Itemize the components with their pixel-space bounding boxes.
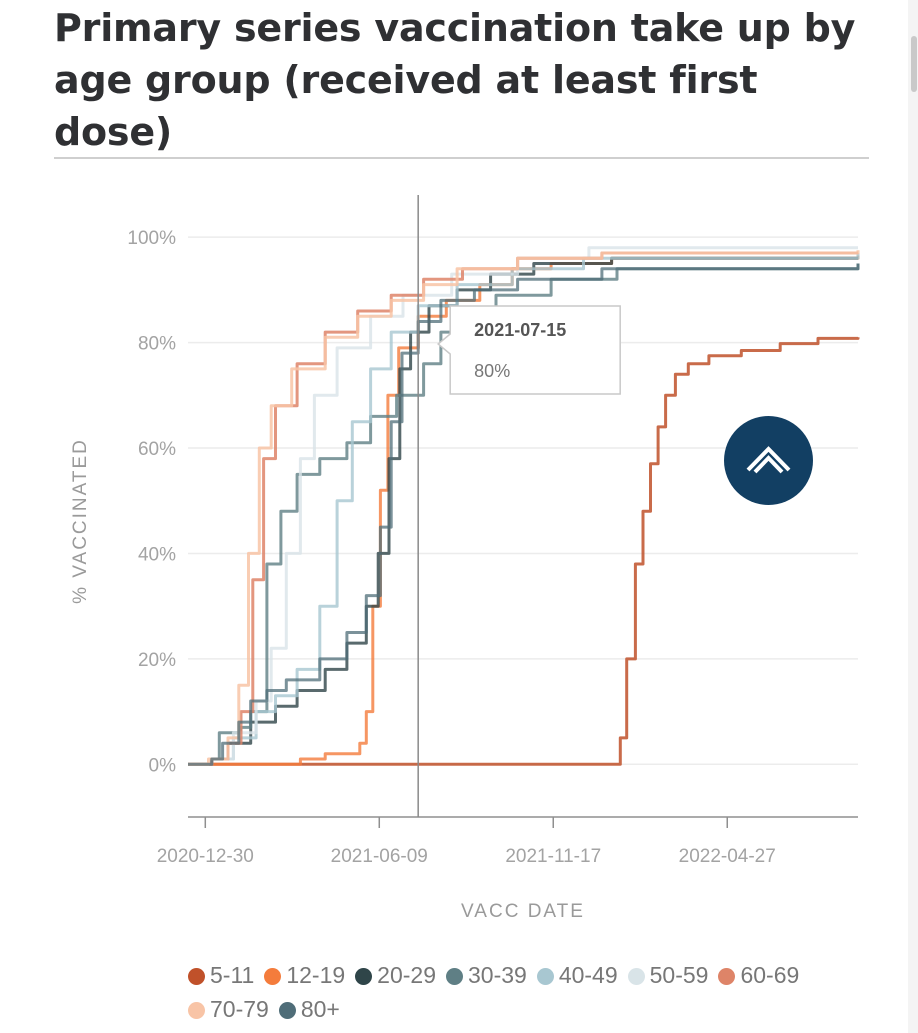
legend-swatch	[188, 968, 205, 985]
legend-label: 30-39	[467, 962, 527, 988]
legend-item-60-69[interactable]: 60-69	[718, 958, 799, 992]
x-tick-label: 2021-06-09	[331, 846, 428, 867]
y-tick-label: 60%	[138, 439, 176, 460]
y-axis-title: % VACCINATED	[70, 438, 91, 604]
legend-item-12-19[interactable]: 12-19	[264, 958, 345, 992]
legend-swatch	[627, 968, 645, 985]
y-tick-labels: 0% 20% 40% 60% 80% 100%	[127, 228, 176, 776]
title-divider	[54, 157, 869, 159]
page-title: Primary series vaccination take up by ag…	[54, 6, 856, 154]
series-line-5-11[interactable]	[188, 336, 860, 766]
x-axis-title: VACC DATE	[461, 901, 585, 922]
legend-label: 20-29	[377, 962, 436, 988]
legend-swatch	[278, 1002, 296, 1019]
scrollbar-thumb[interactable]	[911, 36, 917, 92]
series-line-50-59[interactable]	[188, 246, 858, 766]
tooltip-date: 2021-07-15	[474, 320, 566, 340]
legend-item-50-59[interactable]: 50-59	[627, 958, 709, 992]
legend-swatch	[718, 968, 736, 985]
legend-label: 40-49	[558, 962, 618, 988]
y-tick-label: 20%	[138, 650, 176, 671]
legend-item-20-29[interactable]: 20-29	[355, 958, 436, 992]
series-line-40-49[interactable]	[188, 253, 860, 766]
vaccination-line-chart: 0%20%40%60%80%100% 2020-12-30 2021-06-09 2…	[70, 195, 860, 922]
x-tick-label: 2021-11-17	[505, 846, 601, 867]
tooltip-value: 80%	[474, 361, 510, 381]
y-tick-label: 80%	[138, 334, 176, 355]
chart-legend: 5-11 12-19 20-29 30-39 40-49 50-59 60-69 70-79 8…	[188, 958, 868, 1026]
legend-label: 12-19	[286, 962, 346, 988]
legend-item-70-79[interactable]: 70-79	[188, 992, 269, 1026]
y-tick-label: 100%	[127, 228, 176, 249]
x-tick-label: 2022-04-27	[679, 846, 776, 867]
tooltip: 2021-07-15 80%	[437, 305, 621, 395]
legend-swatch	[355, 968, 373, 985]
tooltip-box	[437, 305, 621, 395]
legend-swatch	[264, 968, 282, 985]
legend-label: 80+	[300, 996, 340, 1022]
legend-item-80+[interactable]: 80+	[278, 992, 340, 1026]
legend-label: 60-69	[740, 962, 800, 988]
series-line-80+[interactable]	[188, 263, 860, 766]
legend-swatch	[536, 968, 554, 985]
legend-label: 70-79	[210, 996, 269, 1022]
y-tick-label: 0%	[149, 755, 177, 776]
x-axis: 2020-12-30 2021-06-09 2021-11-17 2022-04-27	[157, 816, 858, 867]
series-lines[interactable]	[188, 246, 860, 766]
legend-swatch	[188, 1002, 205, 1019]
legend-item-5-11[interactable]: 5-11	[188, 958, 254, 992]
legend-item-40-49[interactable]: 40-49	[536, 958, 618, 992]
legend-swatch	[445, 968, 463, 985]
legend-label: 5-11	[210, 962, 255, 988]
legend-label: 50-59	[649, 962, 709, 988]
chevron-up-icon	[746, 446, 791, 474]
scrollbar[interactable]	[908, 0, 918, 1033]
legend-item-30-39[interactable]: 30-39	[445, 958, 527, 992]
scroll-to-top-button[interactable]	[724, 416, 813, 505]
x-tick-label: 2020-12-30	[157, 846, 254, 867]
y-tick-label: 40%	[138, 544, 176, 565]
